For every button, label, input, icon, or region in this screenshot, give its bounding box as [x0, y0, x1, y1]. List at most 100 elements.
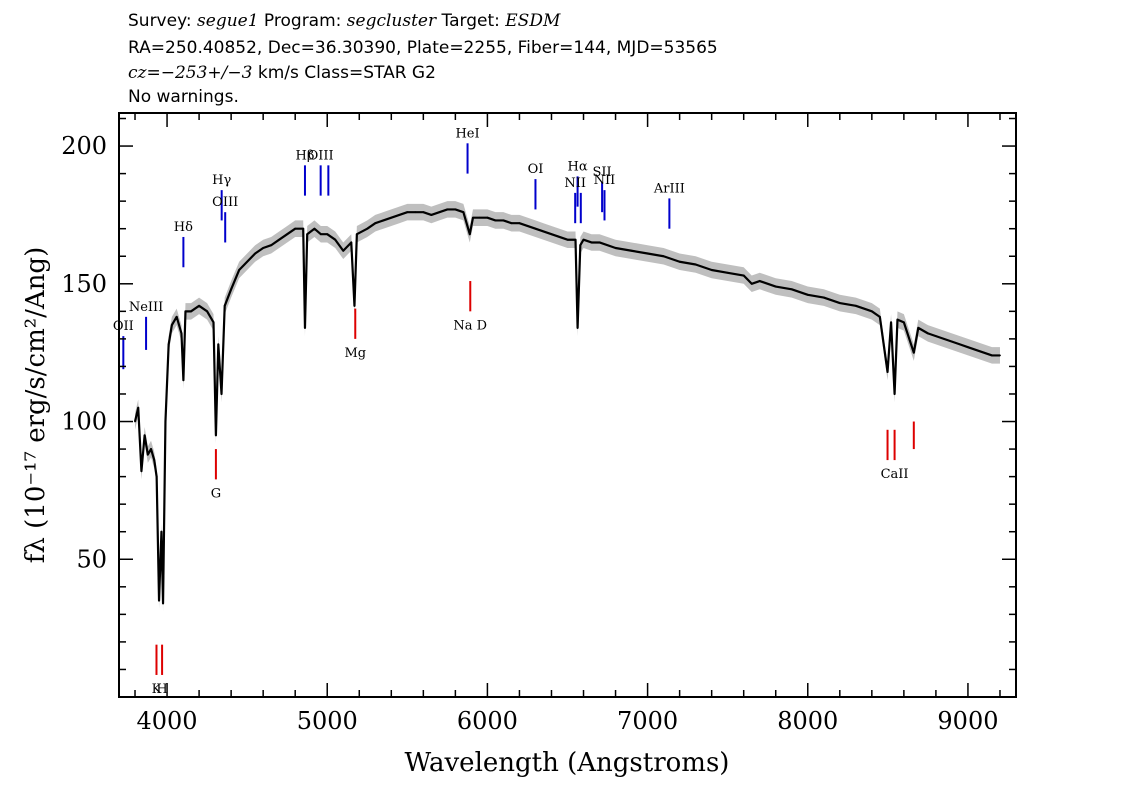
- absorption-label: CaII: [881, 467, 909, 482]
- error-band: [135, 201, 1000, 612]
- flux-point: [951, 340, 953, 343]
- flux-point: [212, 321, 215, 324]
- flux-point: [468, 233, 471, 236]
- flux-point: [790, 288, 793, 291]
- flux-point: [306, 233, 309, 236]
- survey-value: segue1: [197, 11, 259, 31]
- flux-point: [566, 238, 569, 241]
- absorption-label: G: [211, 486, 221, 501]
- x-tick-label: 6000: [457, 707, 518, 735]
- flux-point: [878, 315, 881, 318]
- emission-label: Hβ: [296, 148, 315, 163]
- flux-point: [153, 459, 156, 461]
- flux-point: [742, 274, 745, 277]
- flux-point: [486, 216, 489, 219]
- flux-point: [550, 233, 553, 236]
- flux-point: [304, 326, 306, 329]
- flux-point: [662, 255, 665, 258]
- plot-frame: [118, 112, 1017, 698]
- flux-point: [164, 420, 167, 423]
- y-tick-label: 100: [61, 408, 107, 436]
- flux-point: [870, 310, 873, 313]
- flux-point: [750, 282, 753, 285]
- flux-point: [959, 343, 961, 346]
- emission-label: HeI: [455, 126, 479, 141]
- emission-label: NII: [594, 173, 616, 188]
- flux-point: [146, 453, 149, 456]
- flux-point: [943, 337, 945, 340]
- flux-point: [454, 208, 457, 211]
- flux-point: [478, 216, 481, 219]
- flux-point: [430, 214, 433, 216]
- flux-point: [494, 219, 497, 222]
- flux-point: [446, 208, 449, 211]
- flux-point: [406, 211, 409, 214]
- flux-point: [150, 448, 152, 450]
- flux-point: [350, 241, 353, 244]
- emission-label: ArIII: [653, 181, 685, 196]
- y-tick-label: 200: [61, 132, 107, 160]
- flux-point: [134, 420, 136, 423]
- emission-label: Hα: [568, 159, 588, 174]
- flux-point: [355, 233, 358, 236]
- flux-point: [220, 393, 223, 395]
- flux-point: [155, 475, 158, 478]
- emission-label: NeIII: [129, 300, 163, 315]
- emission-label: OII: [113, 319, 134, 334]
- flux-point: [162, 602, 164, 605]
- header-line-3: cz=−253+/−3 km/s Class=STAR G2: [128, 62, 436, 84]
- header-line-2: RA=250.40852, Dec=36.30390, Plate=2255, …: [128, 38, 718, 58]
- flux-point: [137, 406, 140, 409]
- absorption-label: H: [156, 682, 167, 697]
- flux-point: [472, 216, 474, 219]
- flux-point: [190, 310, 192, 313]
- flux-point: [390, 216, 393, 219]
- x-tick-label: 8000: [777, 707, 838, 735]
- flux-point: [726, 271, 729, 274]
- flux-point: [184, 310, 187, 313]
- flux-point: [182, 379, 185, 382]
- flux-point: [582, 238, 585, 241]
- flux-point: [983, 351, 985, 354]
- x-tick-label: 9000: [937, 707, 998, 735]
- flux-point: [398, 214, 401, 216]
- flux-point: [319, 233, 322, 236]
- header-line-4: No warnings.: [128, 87, 239, 107]
- flux-point: [854, 304, 857, 307]
- target-label: Target:: [436, 11, 506, 31]
- target-value: ESDM: [505, 11, 561, 31]
- emission-label: Hγ: [212, 173, 231, 188]
- header-line-1: Survey: segue1 Program: segcluster Targe…: [128, 10, 560, 32]
- y-tick-label: 50: [76, 545, 107, 573]
- flux-point: [526, 225, 529, 227]
- flux-point: [366, 227, 369, 230]
- flux-point: [160, 530, 163, 533]
- survey-label: Survey:: [128, 11, 198, 31]
- flux-point: [975, 349, 977, 351]
- flux-point: [302, 227, 305, 230]
- flux-point: [542, 230, 545, 233]
- flux-point: [991, 354, 993, 357]
- flux-point: [438, 211, 441, 214]
- flux-point: [967, 346, 969, 349]
- flux-point: [598, 241, 601, 244]
- flux-point: [893, 393, 896, 395]
- flux-point: [206, 310, 208, 313]
- program-value: segcluster: [346, 11, 437, 31]
- flux-point: [353, 304, 356, 307]
- flux-point: [590, 241, 593, 244]
- flux-point: [806, 293, 809, 296]
- flux-point: [230, 288, 233, 291]
- flux-point: [917, 326, 920, 329]
- flux-point: [614, 247, 617, 249]
- flux-point: [534, 227, 537, 230]
- flux-point: [270, 244, 273, 247]
- flux-point: [758, 280, 761, 282]
- flux-point: [462, 211, 465, 214]
- class-text: km/s Class=STAR G2: [252, 63, 436, 83]
- emission-label: SII: [593, 165, 612, 180]
- axis-ticks: [119, 113, 1016, 697]
- flux-point: [886, 371, 889, 373]
- flux-point: [935, 335, 937, 338]
